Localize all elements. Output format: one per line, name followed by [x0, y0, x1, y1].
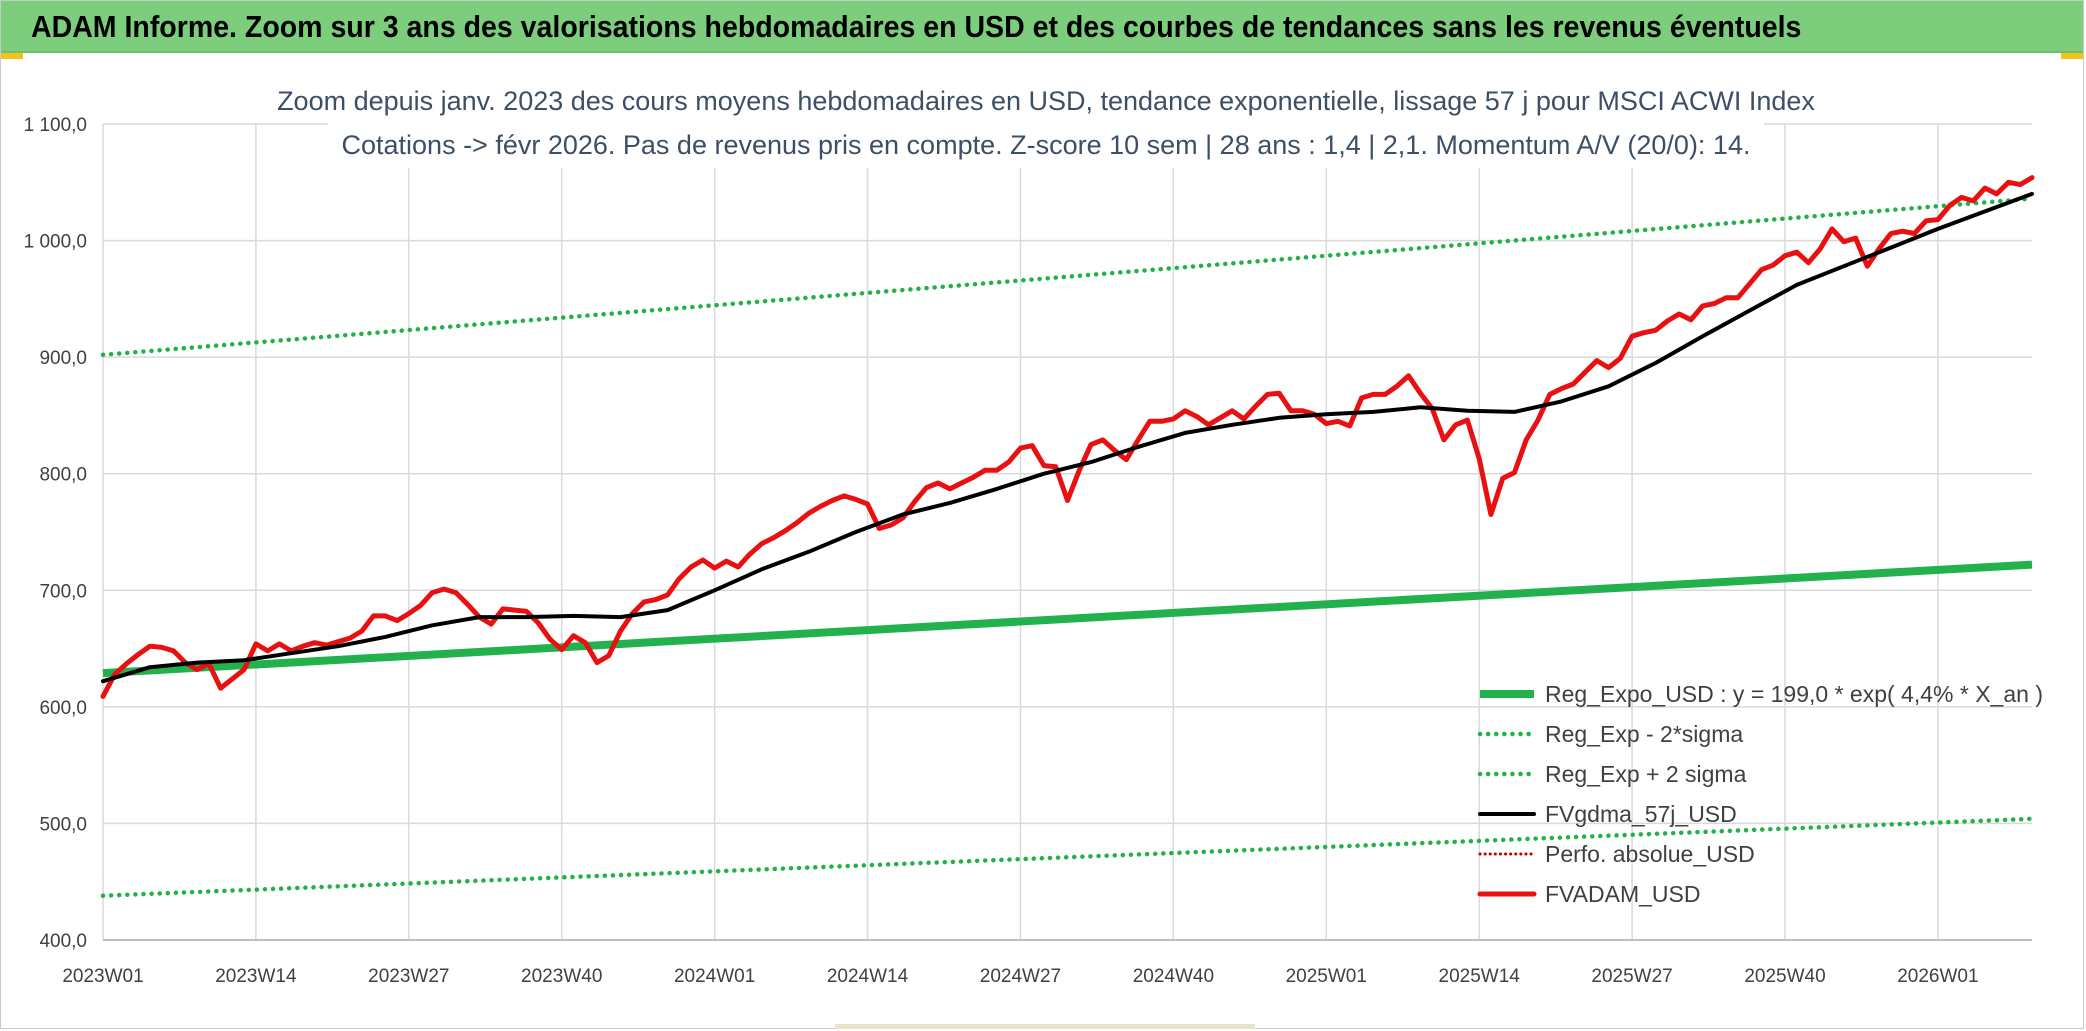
- y-tick-label: 900,0: [39, 348, 87, 369]
- fvgdma-57j-line: [101, 191, 2034, 684]
- x-tick-label: 2023W40: [521, 966, 602, 987]
- legend-label: FVADAM_USD: [1545, 881, 1701, 907]
- x-tick-label: 2025W01: [1286, 966, 1367, 987]
- x-tick-label: 2025W40: [1744, 966, 1825, 987]
- bottom-accent-strip: [835, 1024, 1255, 1029]
- reg-expo-line: [102, 560, 2033, 678]
- x-tick-label: 2023W01: [62, 966, 143, 987]
- series-layer: [100, 175, 2035, 898]
- report-banner: ADAM Informe. Zoom sur 3 ans des valoris…: [1, 1, 2083, 53]
- x-tick-label: 2025W14: [1439, 966, 1521, 987]
- grid-layer: [102, 123, 2032, 941]
- x-axis-ticks: 2023W01 2023W14 2023W27 2023W40 2024W01 2024W…: [62, 966, 1978, 987]
- legend-label: Reg_Expo_USD : y = 199,0 * exp( 4,4% * X…: [1545, 681, 2043, 707]
- reg-exp-plus-2sigma-line: [100, 196, 2035, 358]
- legend-label: Reg_Exp - 2*sigma: [1545, 721, 1743, 747]
- y-axis-ticks: 400,0 500,0 600,0 700,0 800,0 900,0 1 000,0 1 1…: [24, 115, 87, 952]
- x-tick-label: 2024W40: [1133, 966, 1214, 987]
- reg-exp-minus-2sigma-line: [100, 816, 2035, 898]
- legend: Reg_Expo_USD : y = 199,0 * exp( 4,4% * X…: [1477, 681, 2043, 907]
- y-tick-label: 600,0: [39, 698, 87, 719]
- x-tick-label: 2024W14: [827, 966, 909, 987]
- legend-label: Reg_Exp + 2 sigma: [1545, 761, 1747, 787]
- legend-label: FVgdma_57j_USD: [1545, 801, 1737, 827]
- chart-title-line1: Zoom depuis janv. 2023 des cours moyens …: [277, 86, 1815, 116]
- x-tick-label: 2023W14: [215, 966, 297, 987]
- corner-accent-left: [1, 53, 23, 59]
- y-tick-label: 800,0: [39, 465, 87, 486]
- y-tick-label: 700,0: [39, 581, 87, 602]
- y-tick-label: 400,0: [39, 931, 87, 952]
- legend-label: Perfo. absolue_USD: [1545, 841, 1755, 867]
- x-tick-label: 2024W27: [980, 966, 1061, 987]
- x-tick-label: 2023W27: [368, 966, 449, 987]
- x-tick-label: 2025W27: [1591, 966, 1672, 987]
- corner-accent-right: [2061, 53, 2083, 59]
- chart-title-line2: Cotations -> févr 2026. Pas de revenus p…: [342, 130, 1751, 160]
- fvadam-line: [100, 175, 2035, 699]
- y-tick-label: 1 100,0: [24, 115, 87, 136]
- x-tick-label: 2024W01: [674, 966, 755, 987]
- y-tick-label: 1 000,0: [24, 232, 87, 253]
- title-background: [328, 82, 1764, 168]
- y-tick-label: 500,0: [39, 814, 87, 835]
- report-title: ADAM Informe. Zoom sur 3 ans des valoris…: [31, 9, 1802, 44]
- x-tick-label: 2026W01: [1897, 966, 1978, 987]
